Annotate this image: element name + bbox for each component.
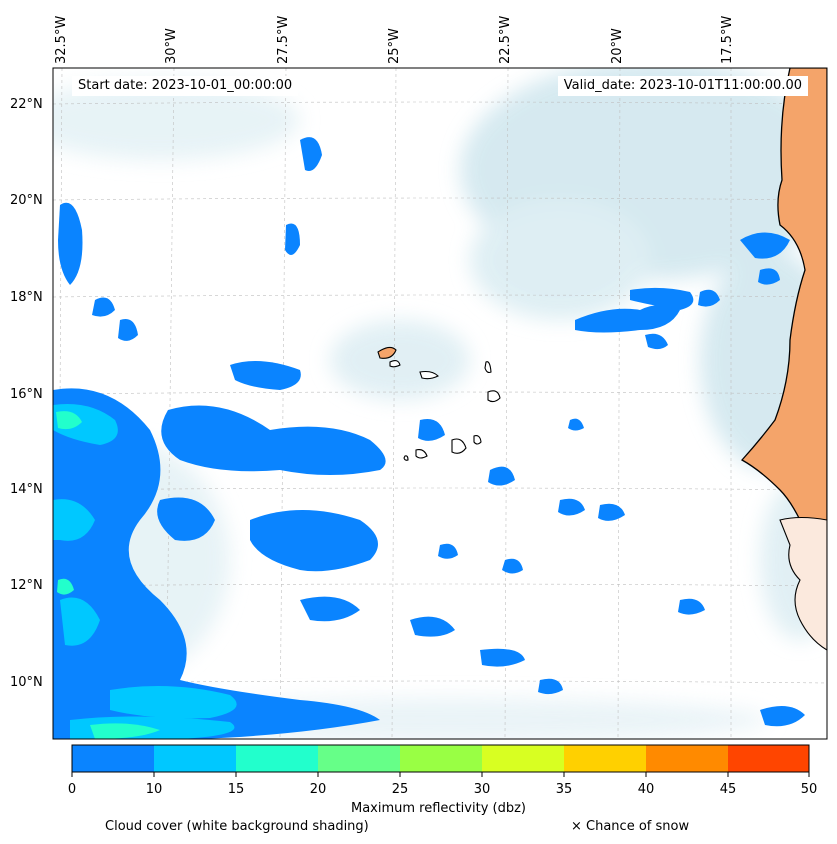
colorbar-segment [154,745,236,772]
colorbar-segment [482,745,564,772]
lat-label: 18°N [10,290,43,305]
colorbar-segment [72,745,154,772]
lon-label: 30°W [164,28,179,64]
colorbar-segment [646,745,728,772]
map-frame [52,67,828,740]
valid-date-label: Valid_date: 2023-10-01T11:00:00.00 [557,76,808,96]
colorbar-tick-label: 35 [555,782,573,797]
colorbar-segment [564,745,646,772]
lat-label: 12°N [10,578,43,593]
cape-verde-islands [377,346,501,461]
lat-label: 20°N [10,193,43,208]
cloud-cover-legend: Cloud cover (white background shading) [105,819,369,834]
colorbar-tick-label: 45 [719,782,737,797]
colorbar [71,744,810,777]
lat-label: 14°N [10,482,43,497]
reflectivity-contours [53,137,805,739]
lon-label: 32.5°W [54,15,69,64]
lon-label: 20°W [610,28,625,64]
reflectivity-high [56,411,160,739]
lat-label: 16°N [10,387,43,402]
colorbar-tick-label: 20 [309,782,327,797]
colorbar-tick-label: 10 [145,782,163,797]
colorbar-segment [400,745,482,772]
lon-label: 17.5°W [720,15,735,64]
colorbar-frame [71,744,810,773]
snow-legend: × Chance of snow [571,819,690,834]
start-date-label: Start date: 2023-10-01_00:00:00 [72,76,299,96]
lon-label: 25°W [387,28,402,64]
colorbar-tick-label: 15 [227,782,245,797]
africa-land-south [779,516,827,651]
lat-label: 10°N [10,675,43,690]
colorbar-tick-label: 0 [67,782,77,797]
africa-land [740,68,827,531]
colorbar-segment [728,745,809,772]
colorbar-tick-label: 40 [637,782,655,797]
colorbar-segment [236,745,318,772]
lon-label: 22.5°W [498,15,513,64]
lon-label: 27.5°W [276,15,291,64]
lat-label: 22°N [10,97,43,112]
colorbar-tick-label: 30 [473,782,491,797]
colorbar-tick-label: 25 [391,782,409,797]
colorbar-label: Maximum reflectivity (dbz) [351,801,526,816]
colorbar-segment [318,745,400,772]
colorbar-tick-label: 50 [800,782,818,797]
